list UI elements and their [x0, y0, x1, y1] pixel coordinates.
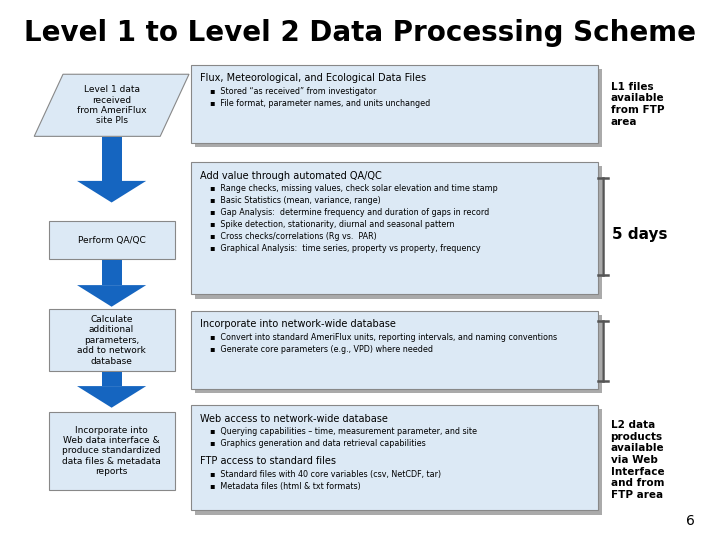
FancyBboxPatch shape — [191, 162, 598, 294]
Text: ▪  Generate core parameters (e.g., VPD) where needed: ▪ Generate core parameters (e.g., VPD) w… — [210, 345, 433, 354]
Text: ▪  Stored “as received” from investigator: ▪ Stored “as received” from investigator — [210, 87, 377, 96]
Text: ▪  Querying capabilities – time, measurement parameter, and site: ▪ Querying capabilities – time, measurem… — [210, 427, 477, 436]
Text: Perform QA/QC: Perform QA/QC — [78, 236, 145, 245]
Text: ▪  Graphics generation and data retrieval capabilities: ▪ Graphics generation and data retrieval… — [210, 439, 426, 448]
Text: Add value through automated QA/QC: Add value through automated QA/QC — [200, 171, 382, 181]
FancyBboxPatch shape — [102, 372, 122, 386]
Text: ▪  Gap Analysis:  determine frequency and duration of gaps in record: ▪ Gap Analysis: determine frequency and … — [210, 208, 490, 217]
Text: ▪  Range checks, missing values, check solar elevation and time stamp: ▪ Range checks, missing values, check so… — [210, 184, 498, 193]
Polygon shape — [35, 74, 189, 136]
FancyBboxPatch shape — [49, 221, 174, 259]
FancyBboxPatch shape — [195, 69, 602, 147]
FancyBboxPatch shape — [102, 260, 122, 285]
Text: ▪  File format, parameter names, and units unchanged: ▪ File format, parameter names, and unit… — [210, 99, 431, 108]
Text: ▪  Basic Statistics (mean, variance, range): ▪ Basic Statistics (mean, variance, rang… — [210, 196, 381, 205]
Text: 5 days: 5 days — [612, 227, 667, 242]
Text: ▪  Spike detection, stationarity, diurnal and seasonal pattern: ▪ Spike detection, stationarity, diurnal… — [210, 220, 455, 229]
FancyBboxPatch shape — [195, 409, 602, 515]
FancyBboxPatch shape — [102, 137, 122, 181]
Text: ▪  Metadata files (html & txt formats): ▪ Metadata files (html & txt formats) — [210, 482, 361, 491]
Text: Web access to network-wide database: Web access to network-wide database — [200, 414, 388, 424]
FancyBboxPatch shape — [191, 405, 598, 510]
Text: FTP access to standard files: FTP access to standard files — [200, 456, 336, 467]
Text: ▪  Cross checks/correlations (Rg vs.  PAR): ▪ Cross checks/correlations (Rg vs. PAR) — [210, 232, 377, 241]
Text: ▪  Graphical Analysis:  time series, property vs property, frequency: ▪ Graphical Analysis: time series, prope… — [210, 244, 481, 253]
Text: ▪  Convert into standard AmeriFlux units, reporting intervals, and naming conven: ▪ Convert into standard AmeriFlux units,… — [210, 333, 557, 342]
FancyBboxPatch shape — [49, 411, 174, 490]
Text: Flux, Meteorological, and Ecological Data Files: Flux, Meteorological, and Ecological Dat… — [200, 73, 426, 84]
Text: ▪  Standard files with 40 core variables (csv, NetCDF, tar): ▪ Standard files with 40 core variables … — [210, 470, 441, 479]
FancyBboxPatch shape — [191, 310, 598, 389]
FancyBboxPatch shape — [191, 65, 598, 143]
Text: Incorporate into
Web data interface &
produce standardized
data files & metadata: Incorporate into Web data interface & pr… — [62, 426, 161, 476]
Polygon shape — [77, 285, 146, 307]
FancyBboxPatch shape — [49, 309, 174, 372]
Text: Calculate
additional
parameters,
add to network
database: Calculate additional parameters, add to … — [77, 315, 146, 366]
FancyBboxPatch shape — [195, 315, 602, 393]
Text: Level 1 to Level 2 Data Processing Scheme: Level 1 to Level 2 Data Processing Schem… — [24, 19, 696, 47]
Polygon shape — [77, 386, 146, 408]
Text: Incorporate into network-wide database: Incorporate into network-wide database — [200, 319, 396, 329]
Polygon shape — [77, 181, 146, 202]
Text: L2 data
products
available
via Web
Interface
and from
FTP area: L2 data products available via Web Inter… — [611, 420, 664, 500]
Text: 6: 6 — [686, 514, 695, 528]
FancyBboxPatch shape — [195, 166, 602, 299]
Text: Level 1 data
received
from AmeriFlux
site PIs: Level 1 data received from AmeriFlux sit… — [77, 85, 146, 125]
Text: L1 files
available
from FTP
area: L1 files available from FTP area — [611, 82, 664, 126]
